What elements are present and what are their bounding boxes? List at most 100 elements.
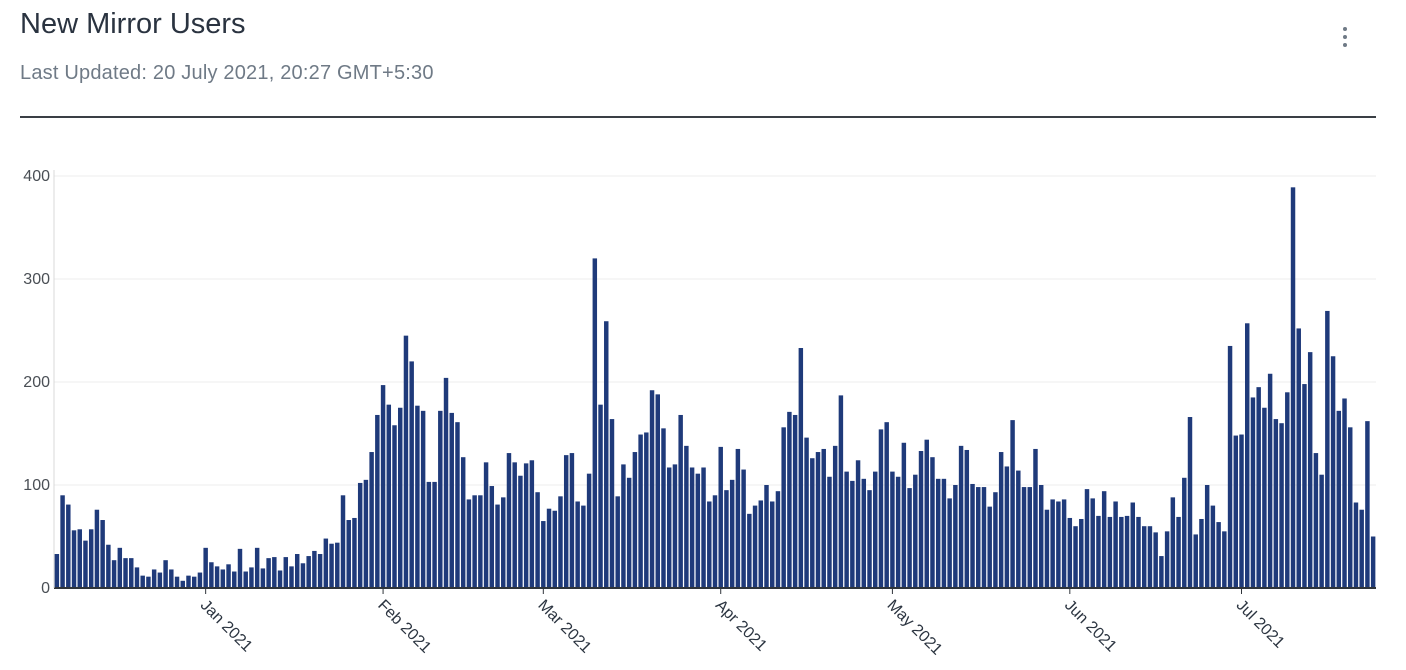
bar[interactable] <box>426 481 432 588</box>
bar[interactable] <box>638 434 643 588</box>
bar[interactable] <box>1113 501 1118 588</box>
bar[interactable] <box>541 521 546 588</box>
bar[interactable] <box>661 428 666 588</box>
bar[interactable] <box>563 455 569 588</box>
bar[interactable] <box>186 575 191 588</box>
bar[interactable] <box>770 501 775 588</box>
bar[interactable] <box>701 467 706 588</box>
bar[interactable] <box>821 448 826 588</box>
bar[interactable] <box>506 453 512 588</box>
bar[interactable] <box>512 462 517 588</box>
bar[interactable] <box>197 572 203 588</box>
bar[interactable] <box>712 495 718 588</box>
bar[interactable] <box>232 571 237 588</box>
bar[interactable] <box>266 558 271 588</box>
bar[interactable] <box>174 576 180 588</box>
bar[interactable] <box>357 482 363 588</box>
bar[interactable] <box>724 490 729 588</box>
bar[interactable] <box>1285 392 1290 588</box>
bar[interactable] <box>1170 497 1176 588</box>
bar[interactable] <box>1319 474 1324 588</box>
bar[interactable] <box>117 547 123 588</box>
bar[interactable] <box>1239 434 1244 588</box>
bar[interactable] <box>735 448 741 588</box>
bar[interactable] <box>1313 453 1319 588</box>
bar[interactable] <box>169 569 174 588</box>
bar[interactable] <box>655 394 660 588</box>
bar[interactable] <box>838 395 844 588</box>
bar[interactable] <box>157 572 163 588</box>
bar[interactable] <box>993 492 998 588</box>
bar[interactable] <box>901 442 907 588</box>
bar[interactable] <box>346 520 351 588</box>
bar[interactable] <box>981 487 987 588</box>
bar[interactable] <box>432 481 437 588</box>
bar[interactable] <box>644 432 649 588</box>
bar[interactable] <box>1267 373 1273 588</box>
bar[interactable] <box>1067 517 1073 588</box>
bar[interactable] <box>546 508 552 588</box>
bar[interactable] <box>798 348 804 588</box>
bar[interactable] <box>1365 421 1370 588</box>
bar[interactable] <box>752 505 758 588</box>
bar[interactable] <box>632 452 638 588</box>
bar[interactable] <box>209 562 214 588</box>
bar[interactable] <box>478 495 483 588</box>
bar[interactable] <box>878 429 884 588</box>
bar[interactable] <box>729 479 735 588</box>
bar[interactable] <box>1119 516 1124 588</box>
bar[interactable] <box>861 478 867 588</box>
bar[interactable] <box>626 477 632 588</box>
bar[interactable] <box>987 506 992 588</box>
bar[interactable] <box>1033 448 1038 588</box>
bar[interactable] <box>1359 509 1364 588</box>
bar[interactable] <box>111 560 117 588</box>
bar[interactable] <box>94 509 100 588</box>
bar[interactable] <box>913 474 918 588</box>
bar[interactable] <box>243 571 248 588</box>
bar[interactable] <box>935 478 941 588</box>
bar[interactable] <box>466 499 472 588</box>
bar[interactable] <box>815 452 821 588</box>
bar[interactable] <box>810 458 815 588</box>
bar[interactable] <box>294 554 300 588</box>
bar[interactable] <box>895 476 901 588</box>
bar[interactable] <box>598 404 603 588</box>
bar[interactable] <box>88 529 94 588</box>
bar[interactable] <box>1044 509 1050 588</box>
bar[interactable] <box>146 576 151 588</box>
bar[interactable] <box>369 452 374 588</box>
bar[interactable] <box>1204 485 1210 588</box>
bar[interactable] <box>1004 466 1010 588</box>
bar[interactable] <box>689 467 695 588</box>
bar[interactable] <box>1233 435 1239 588</box>
bar[interactable] <box>66 504 71 588</box>
bar[interactable] <box>1038 485 1044 588</box>
bar[interactable] <box>317 554 323 588</box>
bar[interactable] <box>1222 531 1227 588</box>
bar[interactable] <box>1073 526 1078 588</box>
bar[interactable] <box>123 558 128 588</box>
bar[interactable] <box>649 390 655 588</box>
bar[interactable] <box>1096 515 1101 588</box>
bar[interactable] <box>678 414 683 588</box>
bar[interactable] <box>890 471 895 588</box>
bar[interactable] <box>323 538 329 588</box>
bar[interactable] <box>1210 505 1216 588</box>
bar[interactable] <box>1199 518 1204 588</box>
bar[interactable] <box>1010 420 1015 588</box>
bar[interactable] <box>1353 502 1359 588</box>
bar[interactable] <box>1273 419 1279 588</box>
bar[interactable] <box>684 445 689 588</box>
bar[interactable] <box>352 517 357 588</box>
bar[interactable] <box>747 513 752 588</box>
bar[interactable] <box>695 473 701 588</box>
bar[interactable] <box>1182 477 1187 588</box>
bar[interactable] <box>1136 516 1141 588</box>
bar[interactable] <box>615 496 620 588</box>
bar[interactable] <box>306 556 311 588</box>
bar[interactable] <box>1084 489 1090 588</box>
bar[interactable] <box>272 557 277 588</box>
bar[interactable] <box>54 554 60 588</box>
bar[interactable] <box>83 540 88 588</box>
